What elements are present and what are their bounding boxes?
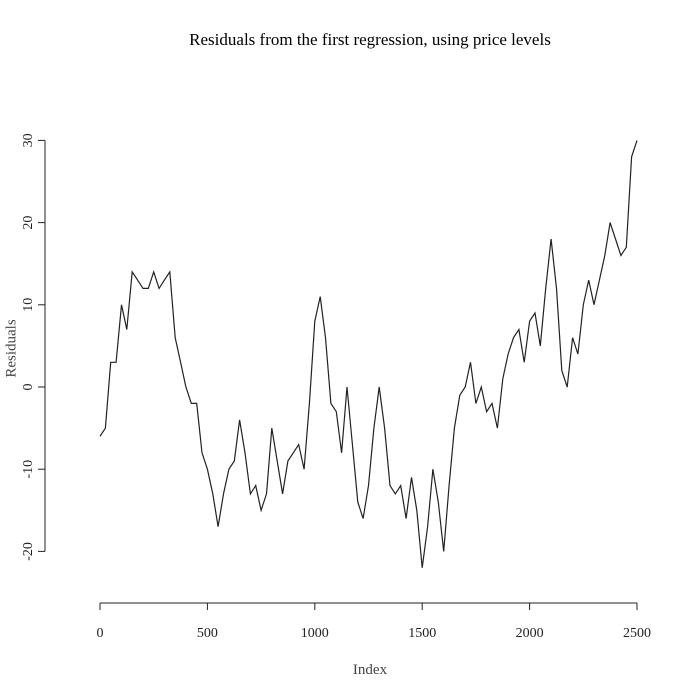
residuals-line xyxy=(99,140,638,568)
y-tick-label: -20 xyxy=(21,542,36,561)
x-tick-label: 2000 xyxy=(516,626,544,641)
y-tick-label: 20 xyxy=(21,216,36,230)
x-tick-label: 1000 xyxy=(301,626,329,641)
y-tick-label: 30 xyxy=(21,133,36,147)
y-tick-label: 0 xyxy=(21,384,36,391)
chart-title: Residuals from the first regression, usi… xyxy=(189,30,551,49)
x-axis-label: Index xyxy=(352,662,388,678)
x-tick-label: 1500 xyxy=(408,626,436,641)
x-tick-label: 0 xyxy=(97,626,104,641)
y-tick-label: 10 xyxy=(21,298,36,312)
x-tick-label: 2500 xyxy=(623,626,651,641)
x-tick-label: 500 xyxy=(197,626,218,641)
y-tick-label: -10 xyxy=(21,460,36,479)
